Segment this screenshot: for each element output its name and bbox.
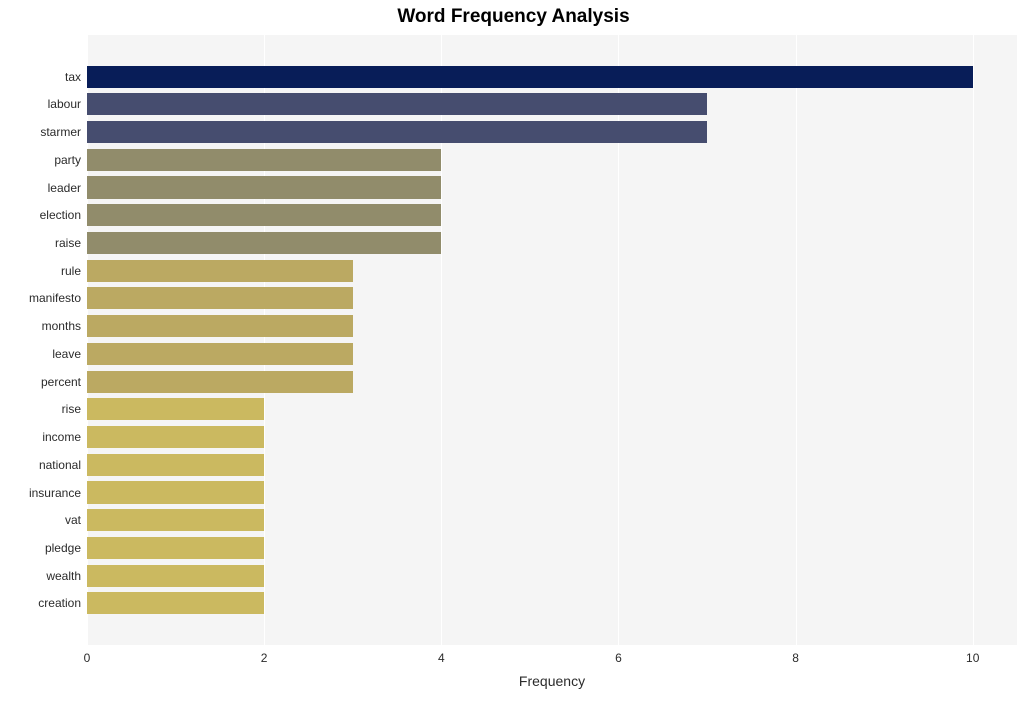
x-tick-label: 10 xyxy=(966,651,979,665)
bar xyxy=(87,204,441,226)
bar xyxy=(87,343,353,365)
bar xyxy=(87,481,264,503)
y-axis-label: leader xyxy=(0,181,81,195)
bar xyxy=(87,454,264,476)
x-tick-label: 0 xyxy=(84,651,91,665)
bar xyxy=(87,232,441,254)
y-axis-label: party xyxy=(0,153,81,167)
gridline xyxy=(796,35,797,645)
y-axis-label: creation xyxy=(0,596,81,610)
y-axis-label: leave xyxy=(0,347,81,361)
chart-title: Word Frequency Analysis xyxy=(0,6,1027,28)
y-axis-label: tax xyxy=(0,70,81,84)
y-axis-label: raise xyxy=(0,236,81,250)
y-axis-label: percent xyxy=(0,375,81,389)
y-axis-label: election xyxy=(0,208,81,222)
bar xyxy=(87,592,264,614)
word-frequency-chart: Word Frequency Analysis Frequency tax lab… xyxy=(0,0,1027,701)
y-axis-label: national xyxy=(0,458,81,472)
bar xyxy=(87,315,353,337)
bar xyxy=(87,287,353,309)
bar xyxy=(87,371,353,393)
y-axis-label: rule xyxy=(0,264,81,278)
x-tick-label: 2 xyxy=(261,651,268,665)
y-axis-label: income xyxy=(0,430,81,444)
bar xyxy=(87,121,707,143)
bar xyxy=(87,93,707,115)
y-axis-label: starmer xyxy=(0,125,81,139)
y-axis-label: vat xyxy=(0,513,81,527)
y-axis-label: labour xyxy=(0,97,81,111)
bar xyxy=(87,537,264,559)
x-tick-label: 6 xyxy=(615,651,622,665)
bar xyxy=(87,149,441,171)
bar xyxy=(87,509,264,531)
bar xyxy=(87,398,264,420)
y-axis-label: wealth xyxy=(0,569,81,583)
bar xyxy=(87,260,353,282)
bar xyxy=(87,176,441,198)
gridline xyxy=(973,35,974,645)
y-axis-label: manifesto xyxy=(0,291,81,305)
bar xyxy=(87,426,264,448)
y-axis-label: insurance xyxy=(0,486,81,500)
plot-area xyxy=(87,35,1017,645)
x-axis-label: Frequency xyxy=(87,673,1017,689)
bar xyxy=(87,565,264,587)
y-axis-label: months xyxy=(0,319,81,333)
x-tick-label: 8 xyxy=(792,651,799,665)
x-tick-label: 4 xyxy=(438,651,445,665)
bar xyxy=(87,66,973,88)
y-axis-label: pledge xyxy=(0,541,81,555)
y-axis-label: rise xyxy=(0,402,81,416)
